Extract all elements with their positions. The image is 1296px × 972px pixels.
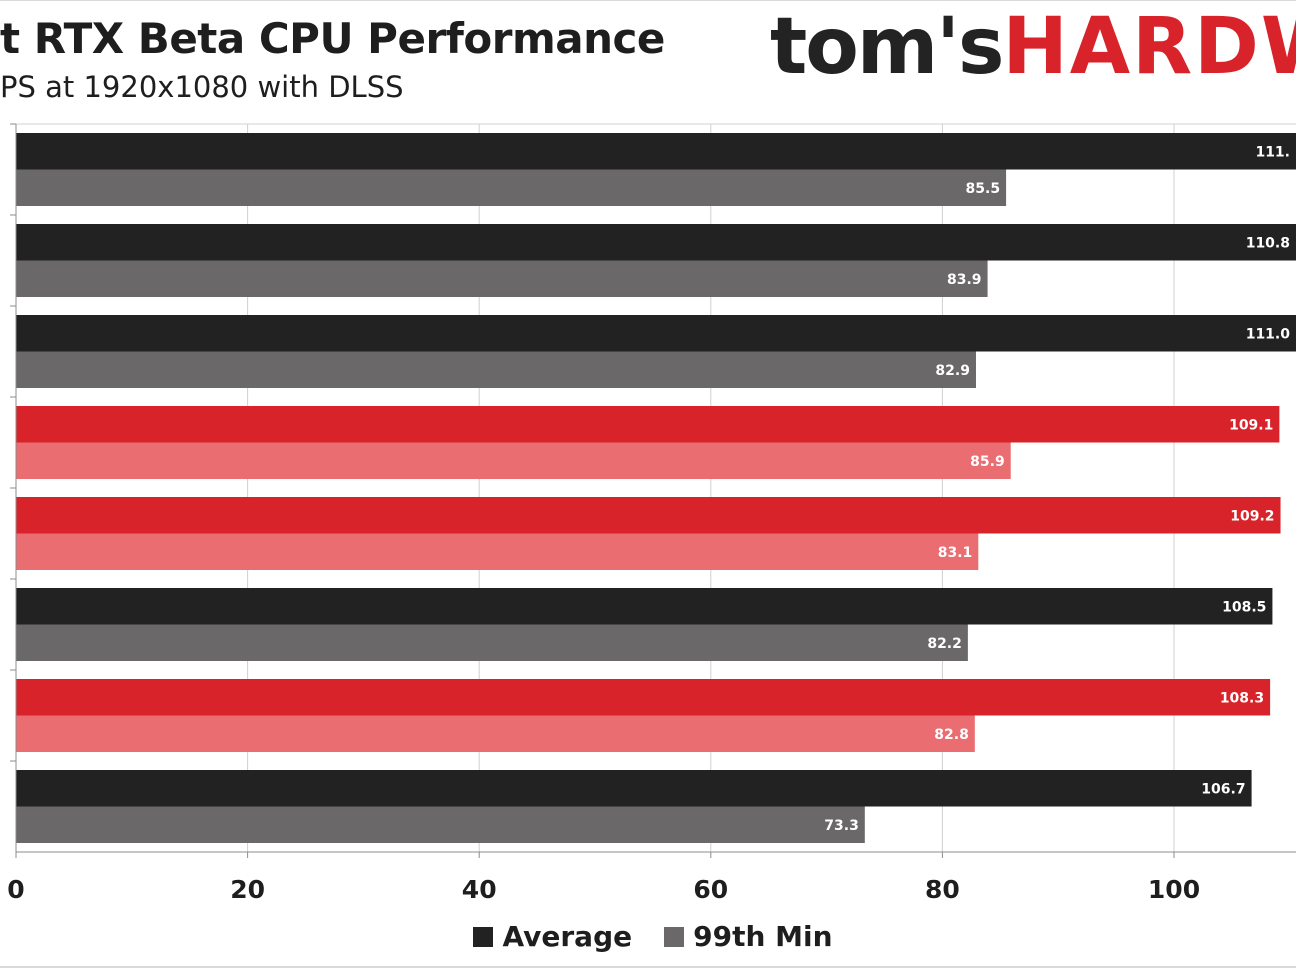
bar-average — [16, 679, 1271, 716]
bar-99th-min — [16, 442, 1011, 479]
bar-99th-min — [16, 806, 865, 843]
legend-label-average: Average — [502, 920, 633, 953]
logo-toms-text: tom's — [770, 2, 1004, 92]
data-label-average: 109.2 — [1230, 508, 1274, 524]
data-label-99th-min: 83.9 — [947, 272, 982, 288]
x-tick-label: 60 — [693, 875, 728, 904]
bar-average — [16, 770, 1252, 807]
data-label-average: 108.5 — [1222, 599, 1266, 615]
legend-item-average: Average — [473, 920, 632, 953]
bar-99th-min — [16, 533, 979, 570]
data-label-99th-min: 83.1 — [938, 545, 973, 561]
x-tick-label: 80 — [925, 875, 960, 904]
legend-swatch-average — [473, 926, 494, 947]
x-tick-label: 40 — [462, 875, 497, 904]
data-label-average: 108.3 — [1220, 690, 1264, 706]
bar-99th-min — [16, 624, 968, 661]
data-label-average: 111. — [1255, 144, 1290, 160]
legend-swatch-99th-min — [664, 926, 685, 947]
data-label-average: 111.0 — [1246, 326, 1291, 342]
bottom-rule — [0, 966, 1296, 968]
data-label-average: 110.8 — [1246, 235, 1290, 251]
data-label-99th-min: 82.8 — [934, 727, 969, 743]
legend: Average 99th Min — [0, 920, 1296, 953]
x-tick-label: 100 — [1148, 875, 1200, 904]
bar-chart: 0 20 40 60 80 100 111. 85.5 110.8 83.9 111.0 82.9 10… — [7, 123, 1296, 904]
bar-99th-min — [16, 351, 976, 388]
toms-hardware-logo: tom'sHARDW — [770, 2, 1296, 92]
bar-average — [16, 133, 1296, 170]
data-label-average: 109.1 — [1229, 417, 1273, 433]
data-label-99th-min: 85.9 — [970, 454, 1005, 470]
data-label-99th-min: 82.2 — [927, 636, 962, 652]
logo-hardware-text: HARDW — [1002, 2, 1296, 92]
data-label-99th-min: 82.9 — [935, 363, 970, 379]
bar-average — [16, 406, 1280, 443]
bar-average — [16, 588, 1273, 625]
legend-label-99th-min: 99th Min — [693, 920, 833, 953]
bar-average — [16, 224, 1296, 261]
x-tick-label: 20 — [230, 875, 265, 904]
data-label-99th-min: 85.5 — [966, 181, 1001, 197]
bar-99th-min — [16, 260, 988, 297]
data-label-average: 106.7 — [1201, 781, 1245, 797]
chart-title: t RTX Beta CPU Performance — [0, 14, 665, 63]
bar-99th-min — [16, 169, 1007, 206]
legend-item-99th-min: 99th Min — [664, 920, 833, 953]
chart-subtitle: PS at 1920x1080 with DLSS — [0, 70, 404, 104]
bar-average — [16, 315, 1296, 352]
x-tick-label: 0 — [7, 875, 24, 904]
top-rule — [0, 0, 1296, 1]
data-label-99th-min: 73.3 — [824, 818, 859, 834]
bar-99th-min — [16, 715, 975, 752]
bar-average — [16, 497, 1281, 534]
